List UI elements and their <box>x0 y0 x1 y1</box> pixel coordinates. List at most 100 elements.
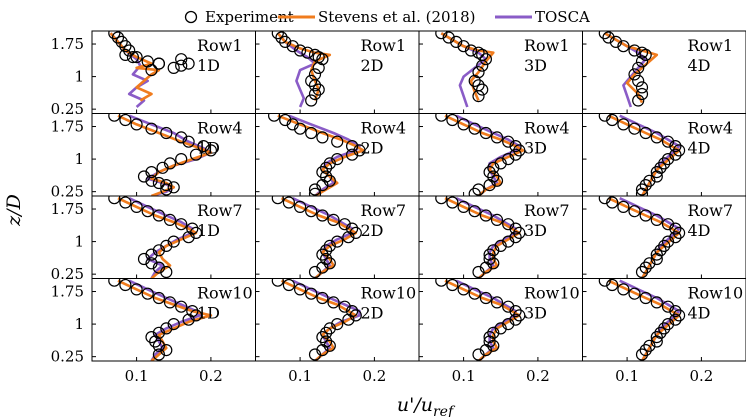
experiment-point <box>658 157 671 170</box>
experiment-point <box>175 300 188 313</box>
experiment-point <box>606 196 619 209</box>
experiment-point <box>160 183 173 196</box>
experiment-point <box>308 87 322 101</box>
panel-offset-label: 1D <box>197 56 220 75</box>
experiment-point <box>323 257 336 270</box>
experiment-point <box>152 326 166 339</box>
experiment-point <box>152 176 166 190</box>
experiment-point <box>650 165 663 179</box>
legend: Experiment Stevens et al. (2018) TOSCA <box>184 8 590 26</box>
x-tick-label: 0.1 <box>125 367 149 385</box>
experiment-point <box>513 144 526 157</box>
experiment-point <box>308 348 322 361</box>
experiment-point <box>468 74 481 88</box>
stevens-line <box>277 114 365 196</box>
experiment-point <box>308 79 322 92</box>
experiment-point <box>617 118 630 131</box>
experiment-point <box>669 139 682 153</box>
experiment-point <box>435 31 448 40</box>
experiment-point <box>502 300 515 313</box>
experiment-point <box>661 135 675 148</box>
x-tick-label: 0.2 <box>689 367 713 385</box>
experiment-point <box>130 51 143 64</box>
stevens-line <box>444 197 521 279</box>
experiment-point <box>450 35 463 48</box>
experiment-point <box>643 339 656 352</box>
panel-row-label: Row4 <box>688 119 734 138</box>
experiment-point <box>635 87 649 101</box>
experiment-point <box>156 161 169 174</box>
experiment-point <box>145 63 158 77</box>
x-axis-label: u'/uref <box>397 394 456 417</box>
experiment-point <box>167 181 180 194</box>
experiment-point <box>160 178 173 192</box>
stevens-line <box>444 114 525 196</box>
stevens-line <box>280 197 358 279</box>
experiment-point <box>464 44 478 57</box>
experiment-point <box>338 218 351 231</box>
experiment-point <box>632 61 645 75</box>
experiment-point <box>632 94 645 107</box>
experiment-point <box>598 31 611 40</box>
experiment-point <box>108 196 121 205</box>
experiment-point <box>509 139 522 153</box>
panel-row-label: Row10 <box>524 284 580 303</box>
experiment-point <box>119 113 132 127</box>
experiment-point <box>130 118 143 131</box>
experiment-point <box>494 322 507 335</box>
tosca-line <box>288 114 361 196</box>
experiment-point <box>502 218 515 231</box>
experiment-point <box>316 330 329 344</box>
experiment-point <box>115 35 128 48</box>
experiment-point <box>175 53 188 66</box>
experiment-point <box>353 144 366 157</box>
experiment-point <box>305 287 318 300</box>
experiment-point <box>323 339 336 352</box>
experiment-point <box>316 291 329 305</box>
experiment-point <box>598 278 611 287</box>
panel-offset-label: 2D <box>361 56 384 75</box>
experiment-point <box>487 170 500 183</box>
panel-offset-label: 4D <box>688 304 711 323</box>
y-tick-label: 1 <box>74 68 84 86</box>
experiment-point <box>490 296 504 309</box>
experiment-point <box>145 330 158 344</box>
panel-row-label: Row1 <box>197 36 243 55</box>
experiment-point <box>293 200 307 213</box>
experiment-point <box>650 213 663 226</box>
experiment-point <box>323 239 336 253</box>
y-tick-label: 1.75 <box>51 200 84 218</box>
experiment-point <box>639 343 652 357</box>
experiment-point <box>316 165 329 179</box>
experiment-point <box>316 261 329 274</box>
panel-offset-label: 1D <box>197 221 220 240</box>
experiment-point <box>635 265 649 279</box>
panel-row-label: Row7 <box>361 201 407 220</box>
experiment-point <box>152 339 166 352</box>
panel-frame <box>582 278 746 362</box>
experiment-point <box>108 113 121 122</box>
experiment-point <box>650 335 663 348</box>
experiment-point <box>509 304 522 318</box>
experiment-point <box>609 35 623 48</box>
panel-row-label: Row7 <box>688 201 734 220</box>
experiment-point <box>286 118 299 131</box>
experiment-point <box>271 278 284 287</box>
experiment-point <box>446 196 459 209</box>
experiment-point <box>167 61 180 75</box>
x-tick-label: 0.2 <box>526 367 550 385</box>
experiment-point <box>182 135 195 148</box>
experiment-point <box>286 40 299 53</box>
experiment-point <box>617 200 630 213</box>
experiment-point <box>628 122 641 135</box>
experiment-point <box>650 131 663 144</box>
stevens-line <box>117 197 198 279</box>
legend-label-experiment: Experiment <box>205 8 294 26</box>
experiment-point <box>483 165 496 179</box>
